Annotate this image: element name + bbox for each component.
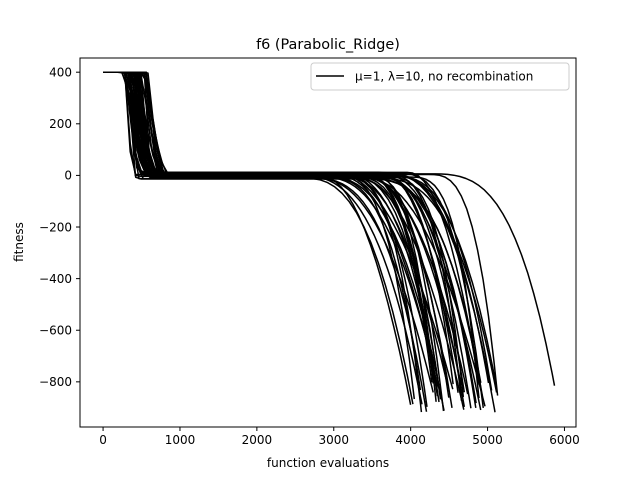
y-tick-label: −600 [39, 324, 72, 338]
x-axis-label: function evaluations [267, 456, 389, 470]
x-axis: 0 1000 2000 3000 4000 5000 6000 [99, 427, 580, 447]
x-tick-label: 0 [99, 433, 107, 447]
y-axis-label: fitness [12, 222, 26, 262]
y-tick-label: 0 [64, 169, 72, 183]
x-tick-label: 3000 [318, 433, 349, 447]
chart-title: f6 (Parabolic_Ridge) [256, 37, 400, 53]
series-line [103, 71, 556, 386]
legend-box [310, 62, 570, 91]
y-tick-label: −200 [39, 220, 72, 234]
y-tick-label: −400 [39, 272, 72, 286]
legend: μ=1, λ=10, no recombination [310, 62, 570, 91]
y-axis: 400 200 0 −200 −400 −600 −800 [39, 65, 80, 389]
series-line [103, 71, 484, 397]
series-line [103, 71, 440, 403]
series-line [103, 71, 437, 402]
series-layer [103, 71, 556, 413]
series-line [103, 71, 497, 386]
x-tick-label: 2000 [242, 433, 273, 447]
y-tick-label: 200 [49, 117, 72, 131]
x-tick-label: 4000 [395, 433, 426, 447]
y-tick-label: −800 [39, 375, 72, 389]
plot-frame [79, 57, 577, 428]
x-tick-label: 1000 [165, 433, 196, 447]
legend-entry-label: μ=1, λ=10, no recombination [355, 70, 533, 84]
x-tick-label: 5000 [472, 433, 503, 447]
y-tick-label: 400 [49, 65, 72, 79]
x-tick-label: 6000 [549, 433, 580, 447]
